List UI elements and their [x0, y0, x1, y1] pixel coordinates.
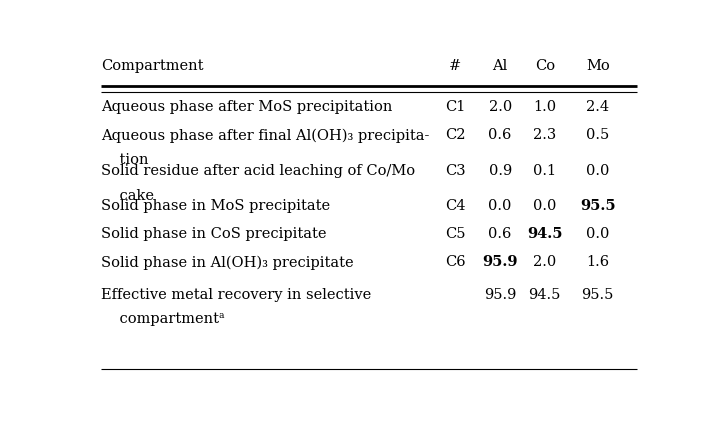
Text: Solid residue after acid leaching of Co/Mo: Solid residue after acid leaching of Co/…: [101, 164, 415, 178]
Text: C3: C3: [445, 164, 466, 178]
Text: 0.6: 0.6: [488, 128, 512, 142]
Text: Al: Al: [492, 59, 508, 73]
Text: 0.0: 0.0: [488, 199, 512, 213]
Text: Co: Co: [535, 59, 555, 73]
Text: Solid phase in MoS precipitate: Solid phase in MoS precipitate: [101, 199, 330, 213]
Text: 95.5: 95.5: [582, 288, 614, 302]
Text: 94.5: 94.5: [527, 227, 562, 241]
Text: compartmentᵃ: compartmentᵃ: [101, 312, 225, 326]
Text: Mo: Mo: [586, 59, 610, 73]
Text: 0.0: 0.0: [533, 199, 557, 213]
Text: C2: C2: [445, 128, 466, 142]
Text: Solid phase in Al(OH)₃ precipitate: Solid phase in Al(OH)₃ precipitate: [101, 255, 354, 270]
Text: #: #: [449, 59, 462, 73]
Text: 0.0: 0.0: [586, 227, 609, 241]
Text: C1: C1: [445, 100, 466, 114]
Text: 1.0: 1.0: [534, 100, 557, 114]
Text: Compartment: Compartment: [101, 59, 204, 73]
Text: C4: C4: [445, 199, 466, 213]
Text: 0.9: 0.9: [488, 164, 512, 178]
Text: C5: C5: [445, 227, 466, 241]
Text: 0.5: 0.5: [586, 128, 609, 142]
Text: C6: C6: [445, 255, 466, 269]
Text: tion: tion: [101, 153, 148, 167]
Text: 2.0: 2.0: [488, 100, 512, 114]
Text: 2.4: 2.4: [586, 100, 609, 114]
Text: 95.9: 95.9: [482, 255, 518, 269]
Text: 0.6: 0.6: [488, 227, 512, 241]
Text: 95.9: 95.9: [484, 288, 516, 302]
Text: 1.6: 1.6: [586, 255, 609, 269]
Text: 0.1: 0.1: [534, 164, 557, 178]
Text: cake: cake: [101, 189, 154, 202]
Text: 2.0: 2.0: [533, 255, 557, 269]
Text: 95.5: 95.5: [580, 199, 616, 213]
Text: 94.5: 94.5: [528, 288, 561, 302]
Text: Aqueous phase after MoS precipitation: Aqueous phase after MoS precipitation: [101, 100, 392, 114]
Text: 0.0: 0.0: [586, 164, 609, 178]
Text: Solid phase in CoS precipitate: Solid phase in CoS precipitate: [101, 227, 327, 241]
Text: Effective metal recovery in selective: Effective metal recovery in selective: [101, 288, 372, 302]
Text: 2.3: 2.3: [533, 128, 557, 142]
Text: Aqueous phase after final Al(OH)₃ precipita-: Aqueous phase after final Al(OH)₃ precip…: [101, 128, 430, 142]
